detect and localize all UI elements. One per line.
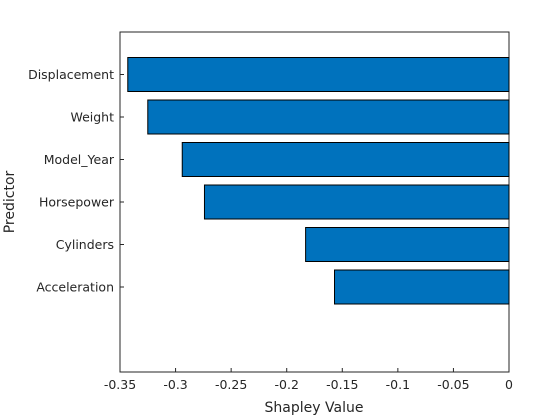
x-tick-label: -0.25 <box>215 377 247 392</box>
x-tick-label: -0.2 <box>275 377 299 392</box>
y-axis-title: Predictor <box>2 170 18 233</box>
x-tick-label: -0.15 <box>326 377 358 392</box>
bar-horsepower <box>203 184 510 220</box>
bar-acceleration <box>334 269 510 305</box>
x-tick-label: -0.05 <box>437 377 469 392</box>
x-axis-ticks: -0.35 -0.3 -0.25 -0.2 -0.15 -0.1 -0.05 0 <box>104 368 513 392</box>
y-tick-label: Cylinders <box>56 237 114 252</box>
y-tick-label: Displacement <box>28 67 114 82</box>
bar-cylinders <box>305 227 510 262</box>
bar-weight <box>147 99 510 135</box>
y-tick-label: Horsepower <box>39 195 115 210</box>
y-tick-label: Model_Year <box>44 152 115 167</box>
bar-model-year <box>181 142 510 177</box>
x-tick-label: 0 <box>505 377 513 392</box>
y-tick-label: Weight <box>70 110 114 125</box>
x-axis-title: Shapley Value <box>265 400 364 416</box>
bars-group <box>127 57 510 305</box>
bar-displacement <box>127 57 510 92</box>
y-axis-ticks: Displacement Weight Model_Year Horsepower Cy… <box>28 67 124 295</box>
x-tick-label: -0.1 <box>386 377 410 392</box>
y-tick-label: Acceleration <box>36 280 114 295</box>
x-tick-label: -0.35 <box>104 377 136 392</box>
x-tick-label: -0.3 <box>163 377 187 392</box>
